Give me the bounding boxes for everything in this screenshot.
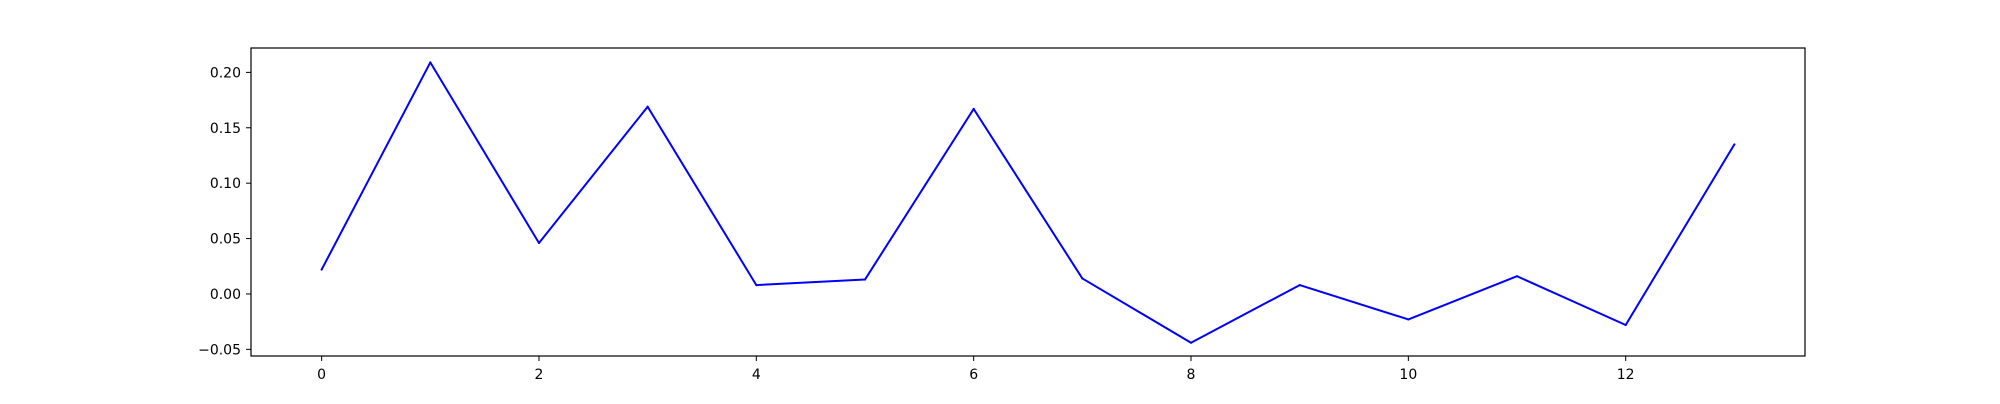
series-line-segment: [972, 107, 1084, 280]
data-point: [320, 268, 323, 271]
data-point: [1516, 275, 1519, 278]
series-line-segment: [537, 105, 649, 244]
data-point: [1407, 318, 1410, 321]
data-point: [1298, 284, 1301, 287]
data-point: [537, 241, 540, 244]
series-line-segment: [1516, 275, 1627, 326]
x-tick-label: 6: [969, 367, 978, 383]
y-tick-label: 0.10: [210, 176, 241, 192]
data-point: [429, 61, 432, 64]
series-line-segment: [863, 107, 975, 281]
x-tick-label: 8: [1187, 367, 1196, 383]
series-line-segment: [1190, 284, 1301, 344]
y-tick-label: 0.15: [210, 121, 241, 137]
series-line-segment: [1407, 275, 1519, 321]
x-tick-label: 2: [535, 367, 544, 383]
series-line-segment: [1298, 284, 1410, 321]
y-axis: −0.05 0.00 0.05 0.10 0.15 0.20: [198, 65, 251, 358]
series-line-segment: [646, 105, 758, 287]
series-layer: [320, 61, 1736, 344]
data-point: [1733, 143, 1736, 146]
x-tick-label: 0: [317, 367, 326, 383]
data-point: [1190, 341, 1193, 344]
series-line-segment: [429, 61, 540, 244]
y-tick-label: −0.05: [198, 342, 241, 358]
plot-frame: [250, 47, 1806, 357]
data-point: [755, 284, 758, 287]
y-tick-label: 0.20: [210, 65, 241, 81]
y-tick-label: 0.00: [210, 287, 241, 303]
data-point: [1624, 323, 1627, 326]
data-point: [646, 105, 649, 108]
series-line-segment: [1624, 143, 1736, 326]
data-point: [1081, 277, 1084, 280]
x-tick-label: 10: [1399, 367, 1417, 383]
x-tick-label: 4: [752, 367, 761, 383]
y-tick-label: 0.05: [210, 232, 241, 248]
x-tick-label: 12: [1617, 367, 1635, 383]
x-axis: 0 2 4 6 8 10 12: [317, 356, 1635, 383]
series-line-segment: [755, 278, 866, 287]
series-line-segment: [1081, 277, 1193, 344]
data-point: [972, 107, 975, 110]
data-point: [863, 278, 866, 281]
series-line-segment: [320, 61, 432, 271]
